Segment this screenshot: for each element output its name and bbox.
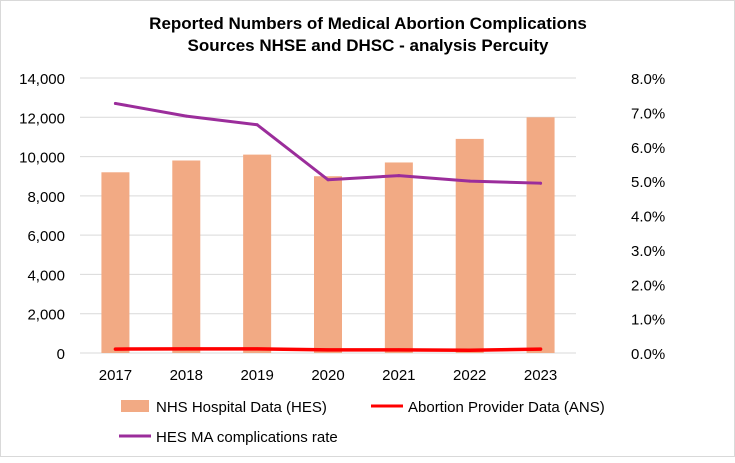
y-left-tick-label: 12,000 xyxy=(19,110,65,127)
bar-hes-2020 xyxy=(314,176,342,353)
x-tick-label: 2017 xyxy=(99,367,132,384)
y-left-tick-label: 8,000 xyxy=(27,189,65,206)
legend-label-2: HES MA complications rate xyxy=(156,429,338,446)
x-tick-label: 2018 xyxy=(170,367,203,384)
y-left-tick-label: 0 xyxy=(57,346,65,363)
bar-hes-2023 xyxy=(526,117,555,354)
line-point-2-2023 xyxy=(539,181,543,185)
y-left-tick-label: 14,000 xyxy=(19,71,65,88)
y-right-tick-label: 6.0% xyxy=(631,140,665,157)
bar-hes-2021 xyxy=(384,162,413,353)
line-point-1-2023 xyxy=(539,347,543,351)
line-point-2-2019 xyxy=(255,123,259,127)
line-point-2-2021 xyxy=(397,174,401,178)
line-point-1-2017 xyxy=(113,347,117,351)
y-right-tick-label: 2.0% xyxy=(631,277,665,294)
line-point-2-2018 xyxy=(184,114,188,118)
legend-swatch-0 xyxy=(121,400,149,412)
chart-title-line-2: Sources NHSE and DHSC - analysis Percuit… xyxy=(188,36,549,55)
line-point-2-2017 xyxy=(113,101,117,105)
y-right-tick-label: 7.0% xyxy=(631,105,665,122)
y-right-tick-label: 5.0% xyxy=(631,174,665,191)
line-point-2-2022 xyxy=(468,179,472,183)
x-tick-label: 2023 xyxy=(524,367,557,384)
bar-hes-2018 xyxy=(172,160,201,353)
chart-title-line-1: Reported Numbers of Medical Abortion Com… xyxy=(149,14,587,33)
y-right-tick-label: 4.0% xyxy=(631,209,665,226)
y-right-tick-label: 3.0% xyxy=(631,243,665,260)
line-point-2-2020 xyxy=(326,178,330,182)
x-tick-label: 2022 xyxy=(453,367,486,384)
bar-hes-2022 xyxy=(455,138,484,353)
line-point-1-2021 xyxy=(397,348,401,352)
x-tick-label: 2021 xyxy=(382,367,415,384)
legend-label-0: NHS Hospital Data (HES) xyxy=(156,399,327,416)
line-point-1-2018 xyxy=(184,347,188,351)
line-point-1-2019 xyxy=(255,347,259,351)
y-left-tick-label: 6,000 xyxy=(27,228,65,245)
line-point-1-2020 xyxy=(326,348,330,352)
bar-hes-2017 xyxy=(101,172,130,353)
x-tick-label: 2020 xyxy=(311,367,344,384)
legend-label-1: Abortion Provider Data (ANS) xyxy=(408,399,605,416)
y-left-tick-label: 2,000 xyxy=(27,307,65,324)
bar-hes-2019 xyxy=(243,154,272,353)
x-tick-label: 2019 xyxy=(240,367,273,384)
y-right-tick-label: 8.0% xyxy=(631,71,665,88)
y-right-tick-label: 1.0% xyxy=(631,312,665,329)
line-point-1-2022 xyxy=(468,348,472,352)
y-right-tick-label: 0.0% xyxy=(631,346,665,363)
y-left-tick-label: 4,000 xyxy=(27,267,65,284)
y-left-tick-label: 10,000 xyxy=(19,150,65,167)
